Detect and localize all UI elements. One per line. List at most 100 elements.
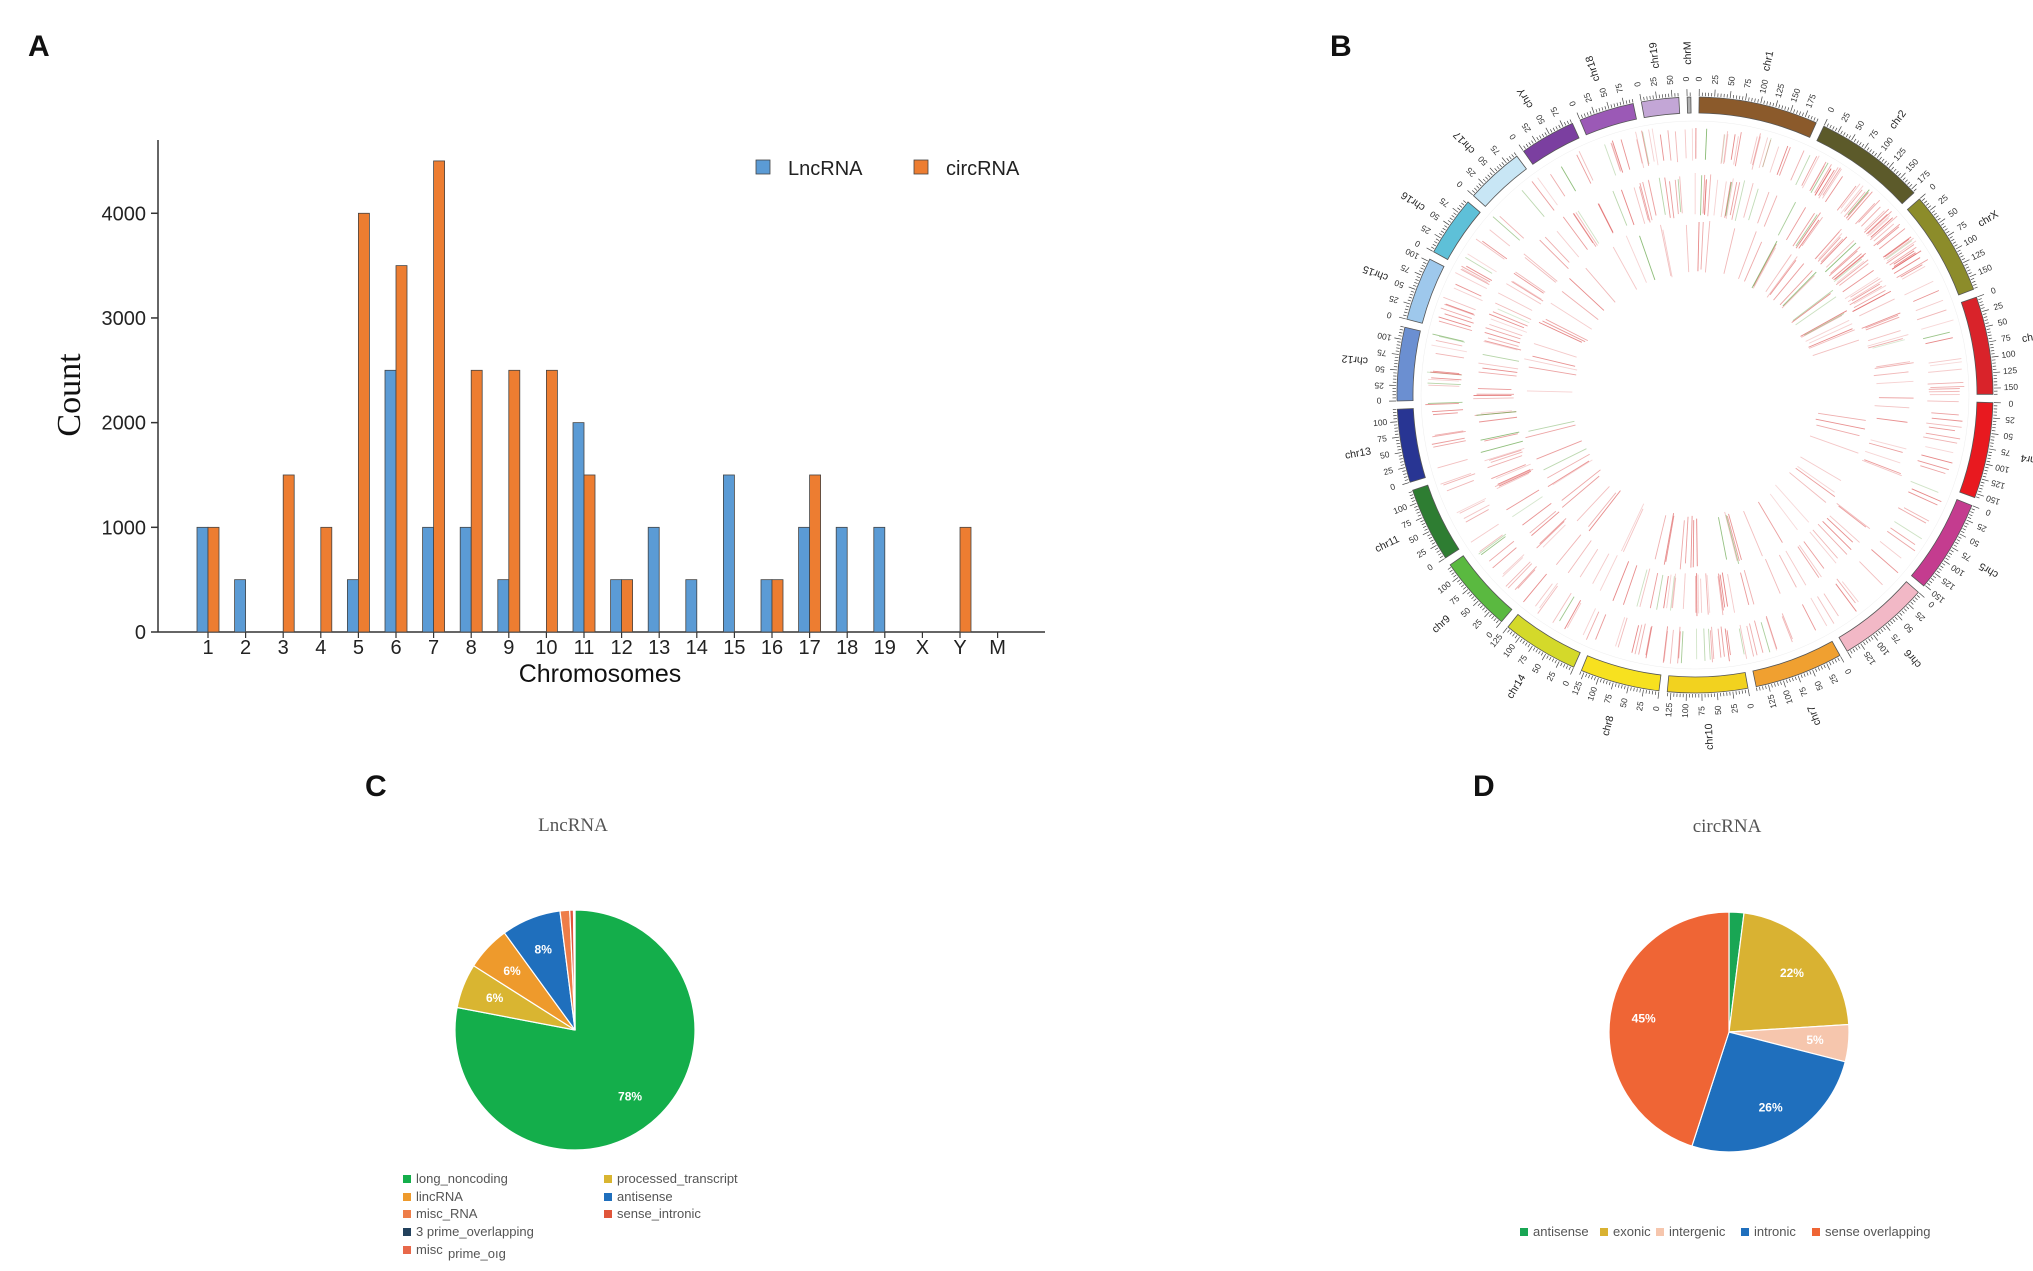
- feature-line: [1797, 466, 1835, 493]
- ideogram-chr4: [1959, 401, 1994, 499]
- x-tick-label: M: [989, 637, 1006, 659]
- ideogram-tick: [1946, 230, 1950, 234]
- ideogram-tick: [1900, 172, 1906, 179]
- feature-line: [1847, 191, 1873, 221]
- feature-line: [1538, 321, 1583, 343]
- feature-line: [1502, 554, 1525, 575]
- feature-line: [1539, 583, 1558, 609]
- ideogram-tick: [1613, 103, 1616, 108]
- ideogram-tick: [1646, 96, 1648, 100]
- bar-circrna-8: [470, 369, 483, 633]
- feature-line: [1679, 520, 1685, 570]
- feature-line: [1490, 318, 1528, 333]
- feature-line: [1542, 320, 1586, 343]
- ideogram-tick: [1804, 110, 1809, 118]
- ideogram-tick: [1408, 286, 1416, 290]
- ideogram-tick: [1546, 655, 1549, 659]
- feature-line: [1731, 182, 1741, 220]
- feature-line: [1582, 608, 1596, 636]
- tick-label-chr8: 125: [1570, 679, 1585, 696]
- ideogram-tick: [1519, 638, 1523, 643]
- tick-label-chr8: 25: [1634, 700, 1646, 711]
- ideogram-tick: [1404, 311, 1408, 314]
- ideogram-tick: [1416, 511, 1420, 514]
- ideogram-tick: [1953, 544, 1957, 547]
- feature-line: [1713, 179, 1719, 216]
- bar-circrna-4: [320, 526, 333, 633]
- ideogram-tick: [1991, 433, 1999, 435]
- ideogram-tick: [1875, 632, 1879, 636]
- feature-line: [1647, 179, 1657, 216]
- feature-line: [1818, 167, 1839, 199]
- ideogram-tick: [1826, 663, 1831, 670]
- panel-label-b: B: [1330, 30, 1352, 63]
- feature-line: [1870, 215, 1898, 241]
- ideogram-tick: [1403, 473, 1407, 475]
- feature-line: [1611, 140, 1624, 173]
- feature-line: [1482, 367, 1518, 373]
- feature-line: [1648, 180, 1657, 216]
- ideogram-tick: [1904, 179, 1908, 183]
- feature-line: [1547, 453, 1590, 479]
- legend-swatch-3-prime-overlapping: [403, 1228, 411, 1236]
- feature-line: [1817, 596, 1835, 624]
- feature-line: [1492, 216, 1521, 241]
- feature-line: [1893, 252, 1916, 267]
- ideogram-tick: [1957, 249, 1961, 253]
- feature-line: [1733, 136, 1739, 165]
- feature-line: [1576, 154, 1592, 184]
- ideogram-tick: [1938, 568, 1942, 571]
- feature-line: [1851, 283, 1881, 302]
- feature-line: [1446, 480, 1474, 492]
- feature-line: [1649, 572, 1659, 609]
- ideogram-tick: [1639, 688, 1641, 693]
- ideogram-tick: [1390, 369, 1398, 371]
- ideogram-tick: [1420, 267, 1424, 270]
- ideogram-tick: [1748, 97, 1750, 101]
- feature-line: [1544, 236, 1570, 263]
- chromosome-name-chrM: chrM: [1682, 41, 1694, 65]
- ideogram-tick: [1598, 108, 1601, 112]
- feature-line: [1658, 177, 1666, 215]
- feature-line: [1585, 267, 1616, 303]
- ideogram-tick: [1968, 272, 1972, 275]
- feature-line: [1850, 278, 1881, 298]
- ideogram-tick: [1484, 611, 1490, 618]
- feature-line: [1769, 259, 1797, 296]
- ideogram-tick: [1494, 168, 1498, 172]
- feature-line: [1725, 178, 1734, 219]
- feature-line: [1834, 255, 1865, 280]
- feature-line: [1679, 176, 1683, 214]
- feature-line: [1818, 412, 1866, 421]
- ideogram-tick: [1669, 692, 1672, 701]
- ideogram-tick: [1974, 286, 1978, 289]
- feature-line: [1684, 516, 1689, 564]
- ideogram-tick: [1467, 190, 1473, 196]
- feature-line: [1758, 137, 1769, 168]
- chromosome-name-chr3: chr3: [2021, 330, 2033, 345]
- tick-label-chr10: 25: [1729, 703, 1740, 714]
- ideogram-tick: [1453, 212, 1457, 216]
- feature-line: [1738, 628, 1745, 655]
- feature-line: [1763, 195, 1778, 227]
- feature-line: [1685, 224, 1690, 273]
- feature-line: [1487, 455, 1523, 469]
- ideogram-tick: [1591, 106, 1595, 114]
- tick-label-chr19: 25: [1648, 76, 1659, 87]
- ideogram-tick: [1545, 127, 1550, 135]
- ideogram-tick: [1982, 313, 1987, 315]
- ideogram-tick: [1941, 562, 1946, 566]
- ideogram-tick: [1457, 207, 1461, 211]
- feature-line: [1718, 517, 1728, 560]
- feature-line: [1674, 131, 1679, 163]
- feature-line: [1455, 283, 1482, 297]
- feature-line: [1612, 561, 1630, 601]
- ideogram-tick: [1462, 589, 1469, 595]
- bar-circrna-10: [546, 369, 558, 633]
- ideogram-tick: [1984, 319, 1989, 321]
- feature-line: [1480, 431, 1520, 441]
- feature-line: [1552, 592, 1572, 624]
- feature-line: [1513, 272, 1544, 294]
- ideogram-tick: [1873, 634, 1878, 641]
- feature-line: [1578, 150, 1594, 181]
